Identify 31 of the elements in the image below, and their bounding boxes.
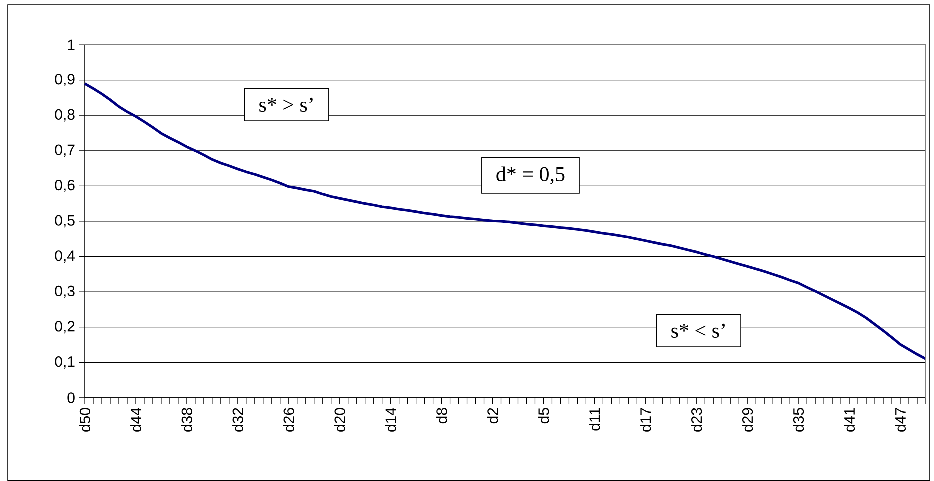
x-tick-label: d44 [130, 408, 142, 432]
y-tick-label: 0,7 [55, 144, 75, 158]
y-tick-label: 0,5 [55, 215, 75, 228]
x-tick-label: d26 [283, 408, 294, 432]
x-tick-label: d5 [538, 408, 550, 424]
x-tick-label: d29 [742, 408, 754, 432]
y-tick-label: 0,8 [55, 109, 75, 122]
annotation: d* = 0,5 [496, 166, 565, 184]
x-tick-label: d2 [487, 408, 498, 424]
x-tick-label: d32 [232, 408, 244, 432]
y-tick-label: 0,9 [55, 74, 75, 86]
x-tick-label: d20 [334, 408, 346, 432]
x-tick-label: d14 [385, 408, 396, 432]
y-tick-label: 0 [68, 392, 75, 404]
x-tick-label: d23 [691, 408, 702, 432]
x-tick-label: d8 [436, 408, 448, 424]
annotation: s* > s’ [260, 98, 313, 112]
x-tick-label: d35 [793, 408, 804, 432]
x-tick-label: d38 [181, 408, 192, 432]
x-tick-label: d41 [844, 408, 856, 432]
y-tick-label: 0,1 [55, 356, 75, 369]
x-tick-label: d47 [895, 408, 906, 432]
y-tick-label: 0,6 [55, 180, 75, 192]
x-tick-label: d50 [80, 408, 91, 432]
y-tick-label: 0,3 [55, 286, 75, 298]
x-tick-label: d17 [640, 408, 652, 432]
y-tick-label: 0,4 [55, 250, 76, 263]
annotation: s* < s’ [672, 324, 725, 338]
y-tick-label: 1 [68, 40, 75, 50]
x-tick-label: d11 [589, 408, 600, 431]
y-tick-label: 0,2 [55, 321, 75, 334]
